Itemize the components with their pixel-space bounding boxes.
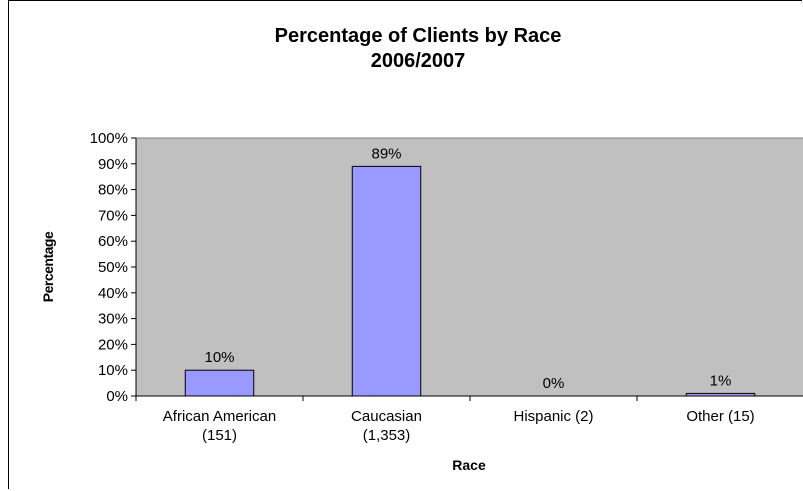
bar-chart: Percentage of Clients by Race 2006/2007 … — [40, 25, 803, 473]
x-category-label: African American — [163, 408, 276, 425]
data-label: 1% — [710, 372, 732, 389]
data-label: 10% — [204, 349, 234, 366]
y-tick-label: 10% — [98, 362, 128, 379]
x-category-label: Hispanic (2) — [513, 408, 593, 425]
y-tick-label: 20% — [98, 336, 128, 353]
plot-area — [135, 137, 803, 397]
y-tick-label: 80% — [98, 182, 128, 199]
data-label: 89% — [371, 145, 401, 162]
y-tick-label: 30% — [98, 311, 128, 328]
x-axis-title: Race — [452, 457, 486, 473]
bar — [184, 369, 255, 397]
y-tick-label: 100% — [90, 130, 128, 147]
chart-title-line1: Percentage of Clients by Race — [275, 25, 562, 47]
y-tick-label: 70% — [98, 207, 128, 224]
y-tick-label: 50% — [98, 259, 128, 276]
y-tick-label: 90% — [98, 156, 128, 173]
data-label: 0% — [543, 375, 565, 392]
x-axis: African American (151) Caucasian (1,353) His… — [135, 395, 803, 444]
x-category-label: Other (15) — [686, 408, 754, 425]
y-tick-label: 60% — [98, 233, 128, 250]
bars: 10% 89% 0% 1% — [184, 145, 756, 397]
chart-frame: Percentage of Clients by Race 2006/2007 … — [8, 0, 803, 489]
y-tick-label: 0% — [106, 388, 128, 405]
x-category-label: Caucasian — [351, 408, 422, 425]
y-tick-label: 40% — [98, 285, 128, 302]
y-axis: 0% 10% 20% 30% 40% 50% 60% 70% 80% 90% 100% — [90, 130, 137, 405]
y-axis-title: Percentage — [40, 231, 56, 302]
bar — [351, 165, 422, 397]
chart-title-line2: 2006/2007 — [371, 50, 466, 72]
x-category-label: (151) — [202, 427, 237, 444]
x-category-label: (1,353) — [363, 427, 411, 444]
